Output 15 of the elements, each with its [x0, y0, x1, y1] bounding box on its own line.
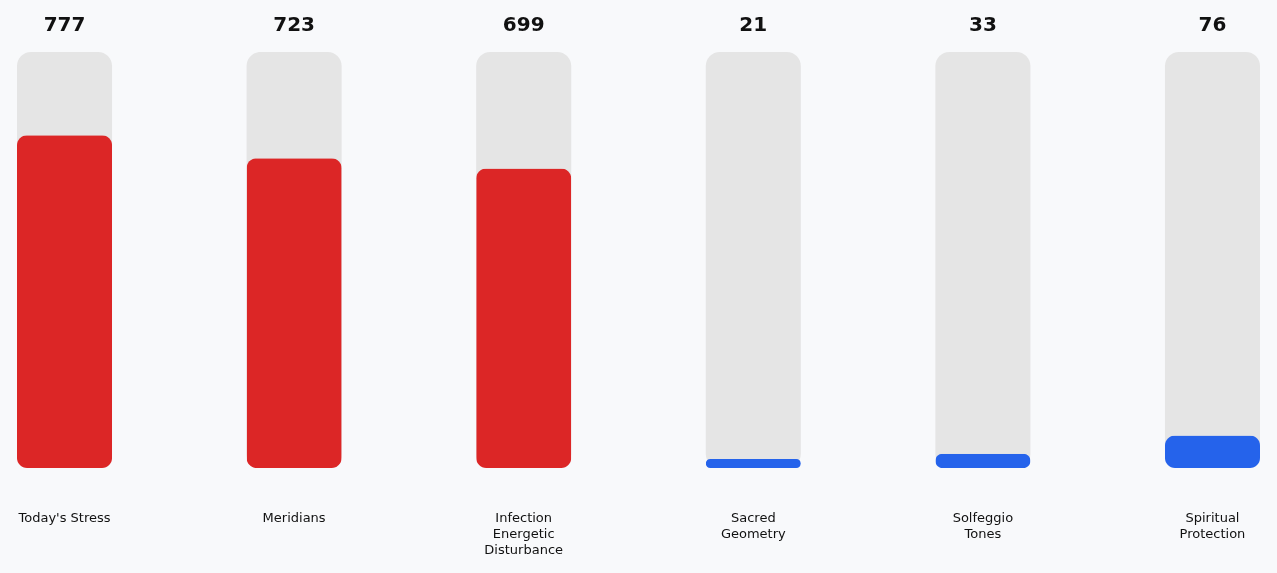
- data-label: 21: [739, 12, 768, 36]
- bar: [935, 453, 1031, 468]
- x-tick-label: Today's Stress: [17, 509, 111, 525]
- data-label: 76: [1198, 12, 1227, 36]
- bar: [705, 459, 801, 468]
- data-label: 777: [43, 12, 86, 36]
- x-tick-label: Sacred Geometry: [720, 509, 787, 541]
- data-label: 33: [968, 12, 997, 36]
- bar: [1164, 435, 1261, 468]
- data-label: 699: [502, 12, 545, 36]
- x-tick-label: Solfeggio Tones: [952, 509, 1014, 541]
- data-label: 723: [273, 12, 315, 36]
- x-tick-label: Spiritual Protection: [1179, 509, 1246, 541]
- x-tick-label: Meridians: [262, 509, 326, 525]
- x-tick-label: Infection Energetic Disturbance: [484, 509, 564, 557]
